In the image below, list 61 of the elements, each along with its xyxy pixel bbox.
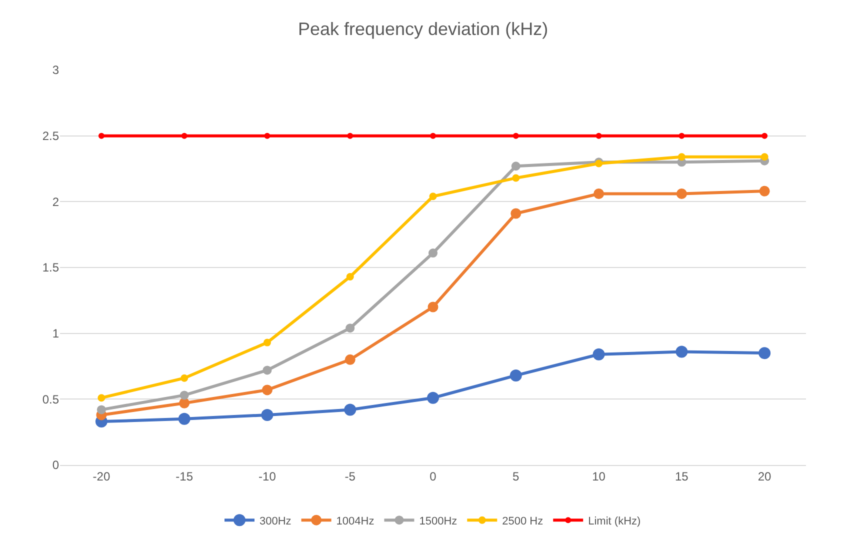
x-tick-label: -20 xyxy=(92,469,110,484)
x-tick-label: 15 xyxy=(674,469,689,484)
y-tick-label: 1 xyxy=(52,326,60,341)
point xyxy=(347,132,354,139)
y-tick-label: 1.5 xyxy=(42,260,60,275)
point xyxy=(180,390,189,400)
point xyxy=(429,192,437,200)
point xyxy=(678,132,685,139)
point xyxy=(428,248,438,258)
point xyxy=(344,404,356,416)
point xyxy=(344,354,356,365)
y-tick-label: 3 xyxy=(52,63,60,78)
x-tick-label: -5 xyxy=(344,469,356,484)
point xyxy=(427,392,439,404)
point xyxy=(512,132,519,139)
point xyxy=(676,188,687,200)
x-tick-label: 20 xyxy=(758,469,772,484)
y-tick-label: 2.5 xyxy=(42,129,60,144)
y-tick-label: 0.5 xyxy=(42,392,60,406)
point xyxy=(262,384,272,396)
point xyxy=(510,208,522,219)
point xyxy=(592,348,605,360)
point xyxy=(511,162,520,171)
y-tick-label: 0 xyxy=(52,458,60,472)
point xyxy=(346,324,355,333)
point xyxy=(430,132,436,139)
chart-title: Peak frequency deviation (kHz) xyxy=(298,19,548,39)
point xyxy=(98,394,106,402)
point xyxy=(676,346,688,358)
x-tick-label: 10 xyxy=(592,469,606,484)
legend-label: Limit (kHz) xyxy=(588,515,641,528)
point xyxy=(180,374,188,382)
point xyxy=(346,272,354,280)
point xyxy=(263,338,271,346)
point xyxy=(181,132,188,139)
x-tick-label: 0 xyxy=(430,469,437,484)
point xyxy=(760,153,768,161)
legend-label: 1500Hz xyxy=(419,515,458,528)
x-tick-label: -10 xyxy=(258,469,276,484)
point xyxy=(262,366,272,375)
point xyxy=(178,412,190,425)
point xyxy=(762,132,768,139)
point xyxy=(759,186,770,196)
point xyxy=(596,132,602,139)
point xyxy=(758,347,771,360)
point xyxy=(510,369,522,382)
point xyxy=(261,408,274,421)
point xyxy=(96,405,106,414)
point xyxy=(678,153,686,161)
point xyxy=(428,302,438,312)
point xyxy=(98,132,104,139)
point xyxy=(594,188,604,200)
y-tick-label: 2 xyxy=(52,194,60,209)
point xyxy=(512,174,520,182)
legend-label: 300Hz xyxy=(260,515,292,528)
x-tick-label: 5 xyxy=(512,469,520,484)
point xyxy=(264,132,270,139)
x-tick-label: -15 xyxy=(176,469,194,484)
legend-label: 1004Hz xyxy=(336,515,374,528)
legend-label: 2500 Hz xyxy=(502,515,544,528)
point xyxy=(179,398,190,408)
